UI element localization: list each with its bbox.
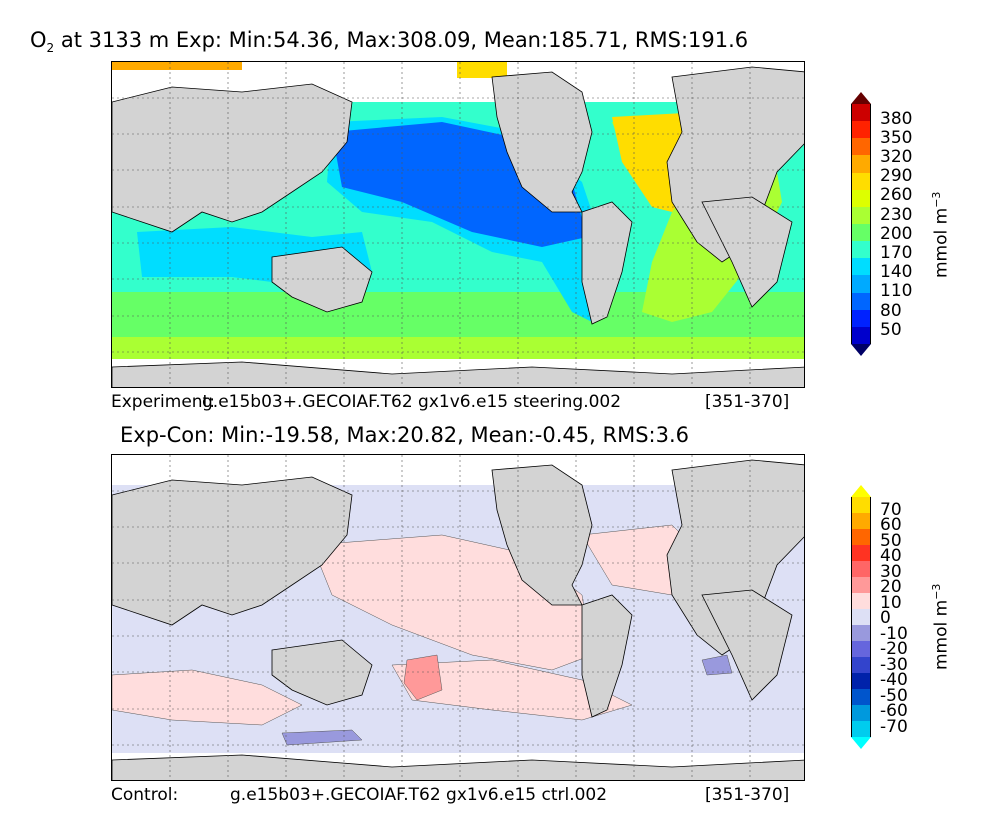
bottom-colorbar-segment — [851, 721, 871, 737]
bottom-map — [111, 454, 805, 781]
top-colorbar-tick-label: 260 — [880, 185, 913, 206]
top-colorbar-tick-label: 200 — [880, 223, 913, 244]
bottom-colorbar-segment — [851, 657, 871, 673]
top-colorbar-segment — [851, 275, 871, 293]
top-colorbar-segment — [851, 172, 871, 190]
top-colorbar-tick-label: 320 — [880, 147, 913, 167]
top-colorbar-segment — [851, 121, 871, 139]
bottom-colorbar-tick-label: 50 — [880, 530, 902, 551]
top-colorbar-segment — [851, 292, 871, 310]
bottom-colorbar-segment — [851, 673, 871, 689]
bottom-control-label: Control: — [111, 785, 179, 805]
top-map-graphic — [112, 62, 804, 387]
top-colorbar-max-arrow — [851, 92, 871, 104]
bottom-colorbar-tick-label: -30 — [880, 654, 908, 675]
top-colorbar-segment — [851, 241, 871, 259]
bottom-colorbar-segment — [851, 529, 871, 545]
bottom-colorbar-tick-label: 30 — [880, 561, 902, 582]
bottom-unit-exponent: −3 — [930, 583, 943, 600]
bottom-colorbar-tick-label: -50 — [880, 685, 908, 706]
bottom-colorbar-tick-label: 70 — [880, 499, 902, 520]
top-title-stats: at 3133 m Exp: Min:54.36, Max:308.09, Me… — [54, 28, 749, 52]
bottom-colorbar-segment — [851, 577, 871, 593]
top-colorbar-tick-label: 230 — [880, 204, 913, 225]
bottom-colorbar-segment — [851, 561, 871, 577]
top-colorbar-tick-label: 350 — [880, 127, 913, 148]
bottom-colorbar-max-arrow — [851, 485, 871, 497]
top-colorbar-tick-label: 50 — [880, 319, 902, 340]
top-colorbar-segment — [851, 155, 871, 173]
bottom-colorbar-tick-label: -40 — [880, 670, 908, 691]
bottom-colorbar-segment — [851, 609, 871, 625]
top-colorbar-tick-label: 140 — [880, 262, 913, 283]
bottom-colorbar-tick-label: -60 — [880, 701, 908, 722]
top-year-range: [351-370] — [705, 392, 790, 412]
bottom-colorbar-tick-label: 20 — [880, 577, 902, 598]
top-map-title: O2 at 3133 m Exp: Min:54.36, Max:308.09,… — [30, 28, 748, 55]
bottom-colorbar-tick-label: -70 — [880, 716, 908, 737]
top-case-name: g.e15b03+.GECOIAF.T62 gx1v6.e15 steering… — [202, 392, 622, 412]
bottom-unit-main: mmol m — [931, 599, 952, 670]
bottom-colorbar-tick-label: 0 — [880, 608, 891, 629]
top-colorbar-min-arrow — [851, 344, 871, 356]
bottom-case-name: g.e15b03+.GECOIAF.T62 gx1v6.e15 ctrl.002 — [230, 785, 608, 805]
bottom-colorbar-segment — [851, 497, 871, 513]
top-colorbar-segment — [851, 258, 871, 276]
top-experiment-label: Experiment: — [111, 392, 215, 412]
top-colorbar-tick-label: 380 — [880, 108, 913, 129]
bottom-map-graphic — [112, 455, 804, 780]
bottom-colorbar-min-arrow — [851, 737, 871, 749]
top-colorbar-segment — [851, 138, 871, 156]
bottom-map-title: Exp-Con: Min:-19.58, Max:20.82, Mean:-0.… — [120, 423, 690, 447]
bottom-colorbar-segment — [851, 641, 871, 657]
top-title-subscript: 2 — [46, 41, 55, 56]
bottom-colorbar-tick-label: 10 — [880, 592, 902, 613]
bottom-colorbar-tick-label: 60 — [880, 515, 902, 536]
bottom-colorbar-segment — [851, 593, 871, 609]
top-colorbar — [851, 92, 871, 356]
top-unit-label: mmol m−3 — [930, 192, 952, 278]
top-colorbar-segment — [851, 189, 871, 207]
top-title-prefix: O — [30, 28, 47, 52]
top-colorbar-segment — [851, 326, 871, 344]
top-colorbar-segment — [851, 309, 871, 327]
top-colorbar-segment — [851, 104, 871, 122]
top-map — [111, 61, 805, 388]
top-colorbar-tick-label: 290 — [880, 166, 913, 187]
top-colorbar-segment — [851, 224, 871, 242]
bottom-colorbar-tick-label: -20 — [880, 639, 908, 660]
bottom-year-range: [351-370] — [705, 785, 790, 805]
bottom-colorbar-segment — [851, 705, 871, 721]
bottom-colorbar-segment — [851, 689, 871, 705]
top-unit-main: mmol m — [931, 207, 952, 278]
bottom-colorbar-tick-label: -10 — [880, 623, 908, 644]
top-colorbar-tick-label: 110 — [880, 281, 913, 302]
bottom-colorbar-segment — [851, 513, 871, 529]
top-colorbar-segment — [851, 206, 871, 224]
bottom-colorbar-segment — [851, 625, 871, 641]
bottom-colorbar-tick-label: 40 — [880, 546, 902, 567]
bottom-unit-label: mmol m−3 — [930, 584, 952, 670]
top-colorbar-tick-label: 80 — [880, 300, 902, 321]
top-unit-exponent: −3 — [930, 191, 943, 208]
bottom-colorbar-segment — [851, 545, 871, 561]
bottom-colorbar — [851, 485, 871, 749]
top-colorbar-tick-label: 170 — [880, 243, 913, 263]
